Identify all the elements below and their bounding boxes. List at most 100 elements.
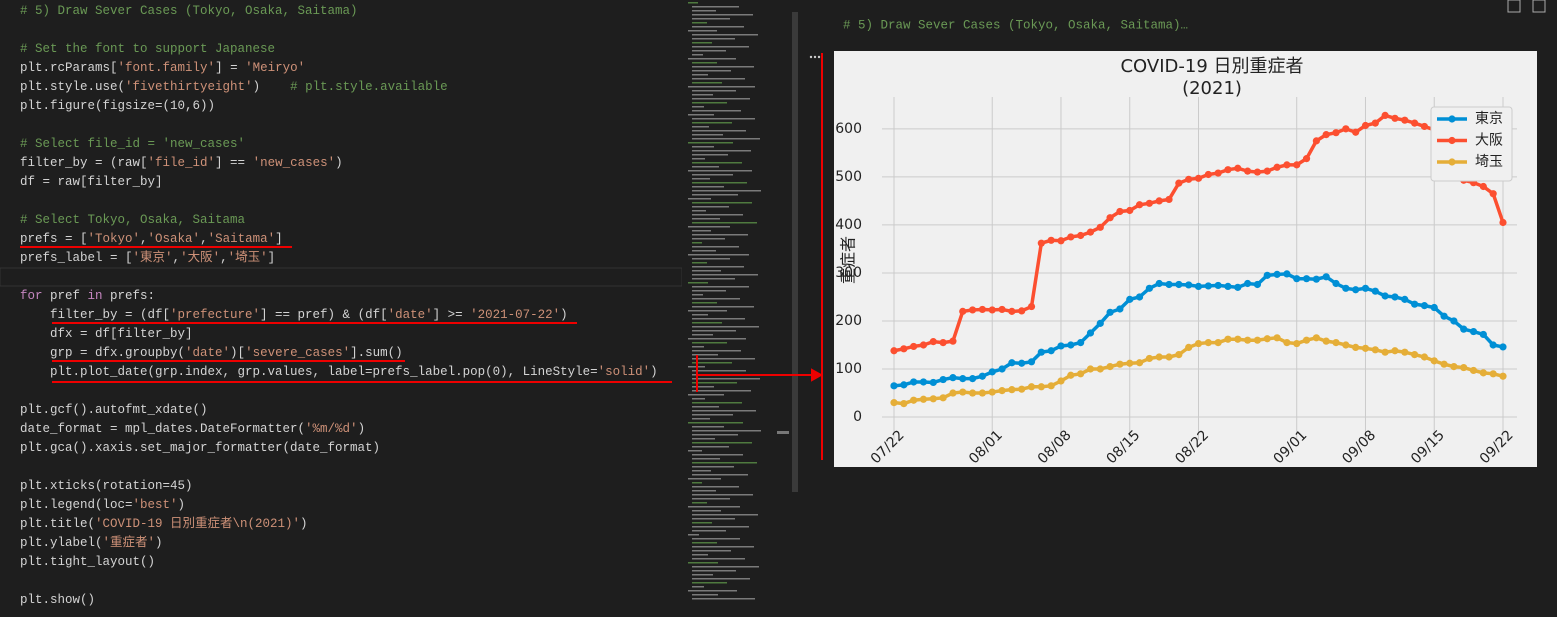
data-point <box>890 347 898 355</box>
data-point <box>988 368 996 376</box>
code-token: ) <box>300 517 308 531</box>
data-point <box>1342 341 1350 349</box>
data-point <box>1194 174 1203 182</box>
more-icon[interactable] <box>1532 0 1546 13</box>
minimap-line <box>692 566 759 568</box>
code-line[interactable]: for pref in prefs: <box>20 287 155 306</box>
data-point <box>1410 300 1419 308</box>
data-point <box>1126 295 1134 303</box>
data-point <box>1027 302 1036 311</box>
code-line[interactable]: prefs = ['Tokyo','Osaka','Saitama'] <box>20 230 283 249</box>
data-point <box>1312 334 1320 342</box>
minimap-line <box>688 422 743 424</box>
code-line[interactable]: df = raw[filter_by] <box>20 173 163 192</box>
code-line[interactable]: # Select file_id = 'new_cases' <box>20 135 245 154</box>
data-point <box>1185 175 1193 183</box>
code-line[interactable]: plt.style.use('fivethirtyeight') # plt.s… <box>20 78 448 97</box>
data-point <box>959 307 967 315</box>
data-point <box>1273 163 1281 171</box>
y-tick-label: 400 <box>835 217 862 233</box>
output-menu[interactable] <box>809 55 821 59</box>
legend-label: 埼玉 <box>1475 154 1503 170</box>
data-point <box>939 375 947 384</box>
code-line[interactable]: # 5) Draw Sever Cases (Tokyo, Osaka, Sai… <box>20 2 358 21</box>
code-line[interactable]: plt.legend(loc='best') <box>20 496 185 515</box>
code-line[interactable]: date_format = mpl_dates.DateFormatter('%… <box>20 420 365 439</box>
data-point <box>910 342 918 351</box>
code-line[interactable]: plt.gcf().autofmt_xdate() <box>20 401 208 420</box>
code-line[interactable]: plt.gca().xaxis.set_major_formatter(date… <box>20 439 380 458</box>
data-point <box>1489 341 1497 349</box>
code-token: pref <box>42 289 88 303</box>
code-line[interactable]: # Select Tokyo, Osaka, Saitama <box>20 211 245 230</box>
minimap-line <box>692 442 752 444</box>
data-point <box>1430 357 1438 365</box>
data-point <box>1263 167 1271 175</box>
code-line[interactable]: plt.tight_layout() <box>20 553 155 572</box>
minimap-line <box>692 402 742 404</box>
minimap-line <box>692 554 708 556</box>
minimap-line <box>692 206 729 208</box>
code-token: 'date' <box>387 308 433 322</box>
minimap-line <box>692 454 743 456</box>
data-point <box>1106 214 1114 222</box>
data-point <box>949 389 957 397</box>
scroll-thumb <box>777 431 789 434</box>
data-point <box>949 337 957 345</box>
data-point <box>1077 370 1085 378</box>
minimap-line <box>688 170 752 172</box>
code-token: ) <box>177 498 186 512</box>
minimap-line <box>692 10 716 12</box>
scrollbar[interactable] <box>792 12 798 492</box>
minimap-line <box>692 438 715 440</box>
minimap-line <box>692 46 749 48</box>
code-line[interactable]: plt.title('COVID-19 日別重症者\n(2021)') <box>20 515 308 534</box>
code-line[interactable]: plt.show() <box>20 591 95 610</box>
data-point <box>1037 383 1045 391</box>
code-line[interactable]: prefs_label = ['東京','大阪','埼玉'] <box>20 249 275 268</box>
code-line[interactable]: plt.xticks(rotation=45) <box>20 477 193 496</box>
data-point <box>1273 334 1281 342</box>
code-editor[interactable]: # 5) Draw Sever Cases (Tokyo, Osaka, Sai… <box>20 0 680 617</box>
data-point <box>1253 336 1262 344</box>
data-point <box>1420 122 1429 131</box>
code-line[interactable]: plt.rcParams['font.family'] = 'Meiryo' <box>20 59 305 78</box>
data-point <box>1135 293 1144 301</box>
code-line[interactable]: plt.figure(figsize=(10,6)) <box>20 97 215 116</box>
code-token: 'Saitama' <box>207 232 276 246</box>
code-line[interactable]: plt.plot_date(grp.index, grp.values, lab… <box>20 363 658 382</box>
data-point <box>988 388 996 396</box>
minimap-line <box>692 262 707 264</box>
data-point <box>1469 366 1478 375</box>
data-point <box>1234 335 1242 343</box>
data-point <box>1283 270 1291 278</box>
minimap-line <box>692 594 718 596</box>
minimap-line <box>692 318 745 320</box>
code-token: prefs: <box>102 289 156 303</box>
data-point <box>1244 279 1252 288</box>
minimap-line <box>692 154 728 156</box>
code-token: plt.show() <box>20 593 96 607</box>
code-token: ) <box>335 156 343 170</box>
code-line[interactable]: grp = dfx.groupby('date')['severe_cases'… <box>20 344 403 363</box>
code-line[interactable]: plt.ylabel('重症者') <box>20 534 163 553</box>
code-line[interactable]: # Set the font to support Japanese <box>20 40 275 59</box>
code-token: '大阪' <box>180 251 221 265</box>
code-line[interactable]: filter_by = (raw['file_id'] == 'new_case… <box>20 154 343 173</box>
data-point <box>919 395 928 403</box>
code-line[interactable]: filter_by = (df['prefecture'] == pref) &… <box>20 306 568 325</box>
minimap-line <box>692 286 749 288</box>
data-point <box>1391 114 1399 122</box>
code-line[interactable]: dfx = df[filter_by] <box>20 325 193 344</box>
data-point <box>1332 279 1340 288</box>
code-token: dfx = df[filter_by] <box>20 327 193 341</box>
data-point <box>1175 179 1183 187</box>
minimap-line <box>692 522 712 524</box>
minimap-line <box>692 342 727 344</box>
data-point <box>1322 131 1330 139</box>
data-point <box>1381 111 1389 120</box>
code-token: grp = dfx.groupby( <box>20 346 186 360</box>
data-point <box>1116 207 1124 216</box>
copy-icon[interactable] <box>1507 0 1521 13</box>
minimap-line <box>692 190 761 192</box>
